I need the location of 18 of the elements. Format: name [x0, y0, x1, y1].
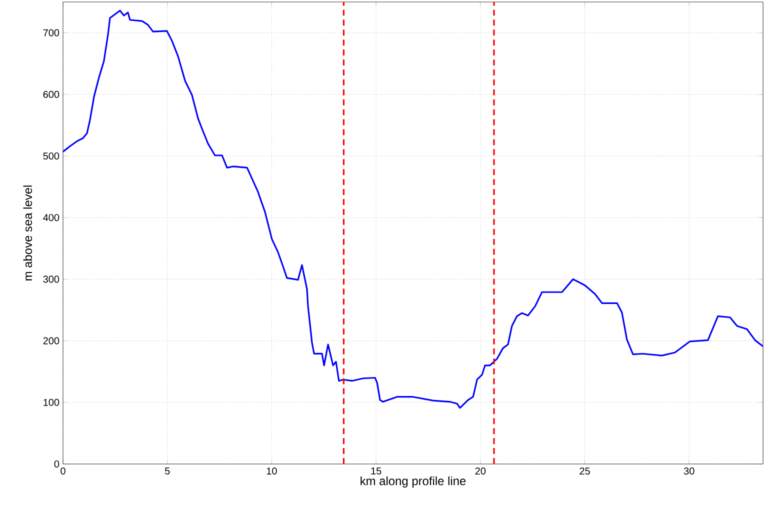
x-tick-label: 30	[684, 468, 694, 475]
x-axis-title: km along profile line	[360, 476, 466, 488]
x-tick-label: 15	[371, 468, 382, 474]
x-tick-label: 25	[580, 468, 590, 475]
y-tick-label: 100	[44, 398, 60, 406]
x-tick-label: 10	[266, 468, 277, 475]
y-tick-label: 300	[43, 276, 60, 283]
line-series	[63, 10, 764, 409]
y-tick-label: 200	[43, 337, 60, 344]
x-tick-label: 20	[475, 468, 486, 475]
y-tick-label: 0	[54, 460, 60, 468]
x-tick-label: 0	[60, 468, 66, 475]
y-axis-title: m above sea level	[23, 186, 32, 280]
y-tick-label: 600	[43, 90, 60, 98]
y-tick-label: 400	[43, 214, 60, 222]
y-tick-label: 700	[43, 29, 60, 36]
y-tick-label: 500	[43, 152, 60, 160]
x-tick-label: 5	[164, 468, 170, 474]
